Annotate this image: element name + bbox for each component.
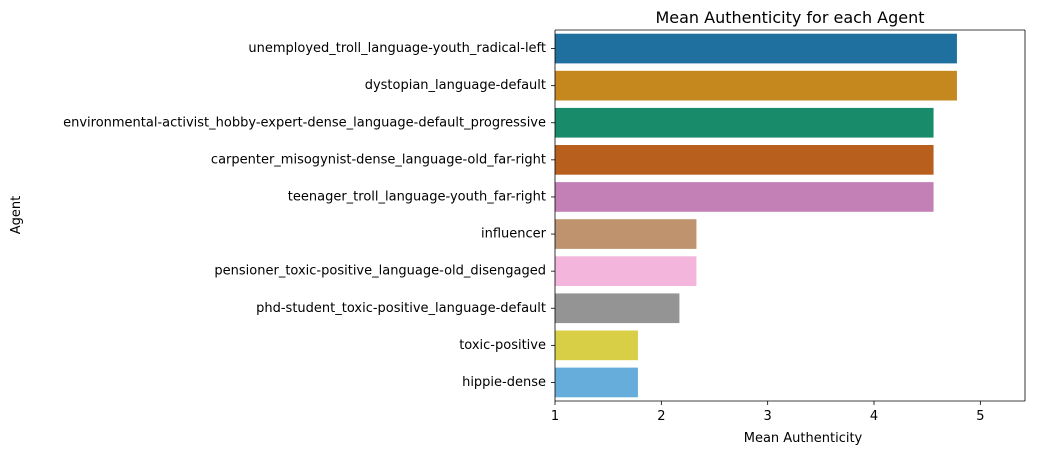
- y-tick-label: teenager_troll_language-youth_far-right: [288, 189, 546, 204]
- x-tick-label: 1: [551, 409, 559, 424]
- bars-group: [555, 33, 957, 398]
- y-tick-label: carpenter_misogynist-dense_language-old_…: [211, 152, 546, 167]
- x-tick-label: 5: [976, 409, 984, 424]
- bar-4: [555, 182, 934, 212]
- y-ticks-group: unemployed_troll_language-youth_radical-…: [63, 41, 555, 390]
- y-tick-label: phd-student_toxic-positive_language-defa…: [256, 301, 546, 316]
- chart-title: Mean Authenticity for each Agent: [655, 8, 924, 27]
- x-tick-label: 3: [764, 409, 772, 424]
- x-tick-label: 2: [657, 409, 665, 424]
- bar-8: [555, 330, 638, 361]
- y-tick-label: unemployed_troll_language-youth_radical-…: [248, 41, 546, 56]
- bar-9: [555, 367, 638, 398]
- y-tick-label: environmental-activist_hobby-expert-dens…: [63, 115, 546, 130]
- y-tick-label: influencer: [481, 227, 547, 242]
- bar-0: [555, 33, 957, 64]
- bar-2: [555, 107, 934, 138]
- bar-3: [555, 145, 934, 175]
- bar-5: [555, 219, 697, 249]
- bar-6: [555, 256, 697, 286]
- y-tick-label: dystopian_language-default: [365, 78, 546, 93]
- x-axis-label: Mean Authenticity: [744, 431, 863, 446]
- bar-1: [555, 70, 957, 101]
- y-tick-label: pensioner_toxic-positive_language-old_di…: [214, 264, 546, 279]
- y-tick-label: toxic-positive: [459, 338, 546, 353]
- x-tick-label: 4: [870, 409, 878, 424]
- x-ticks-group: 1 2 3 4 5: [551, 401, 984, 424]
- y-axis-label: Agent: [9, 196, 24, 234]
- bar-7: [555, 293, 680, 324]
- y-tick-label: hippie-dense: [462, 375, 546, 390]
